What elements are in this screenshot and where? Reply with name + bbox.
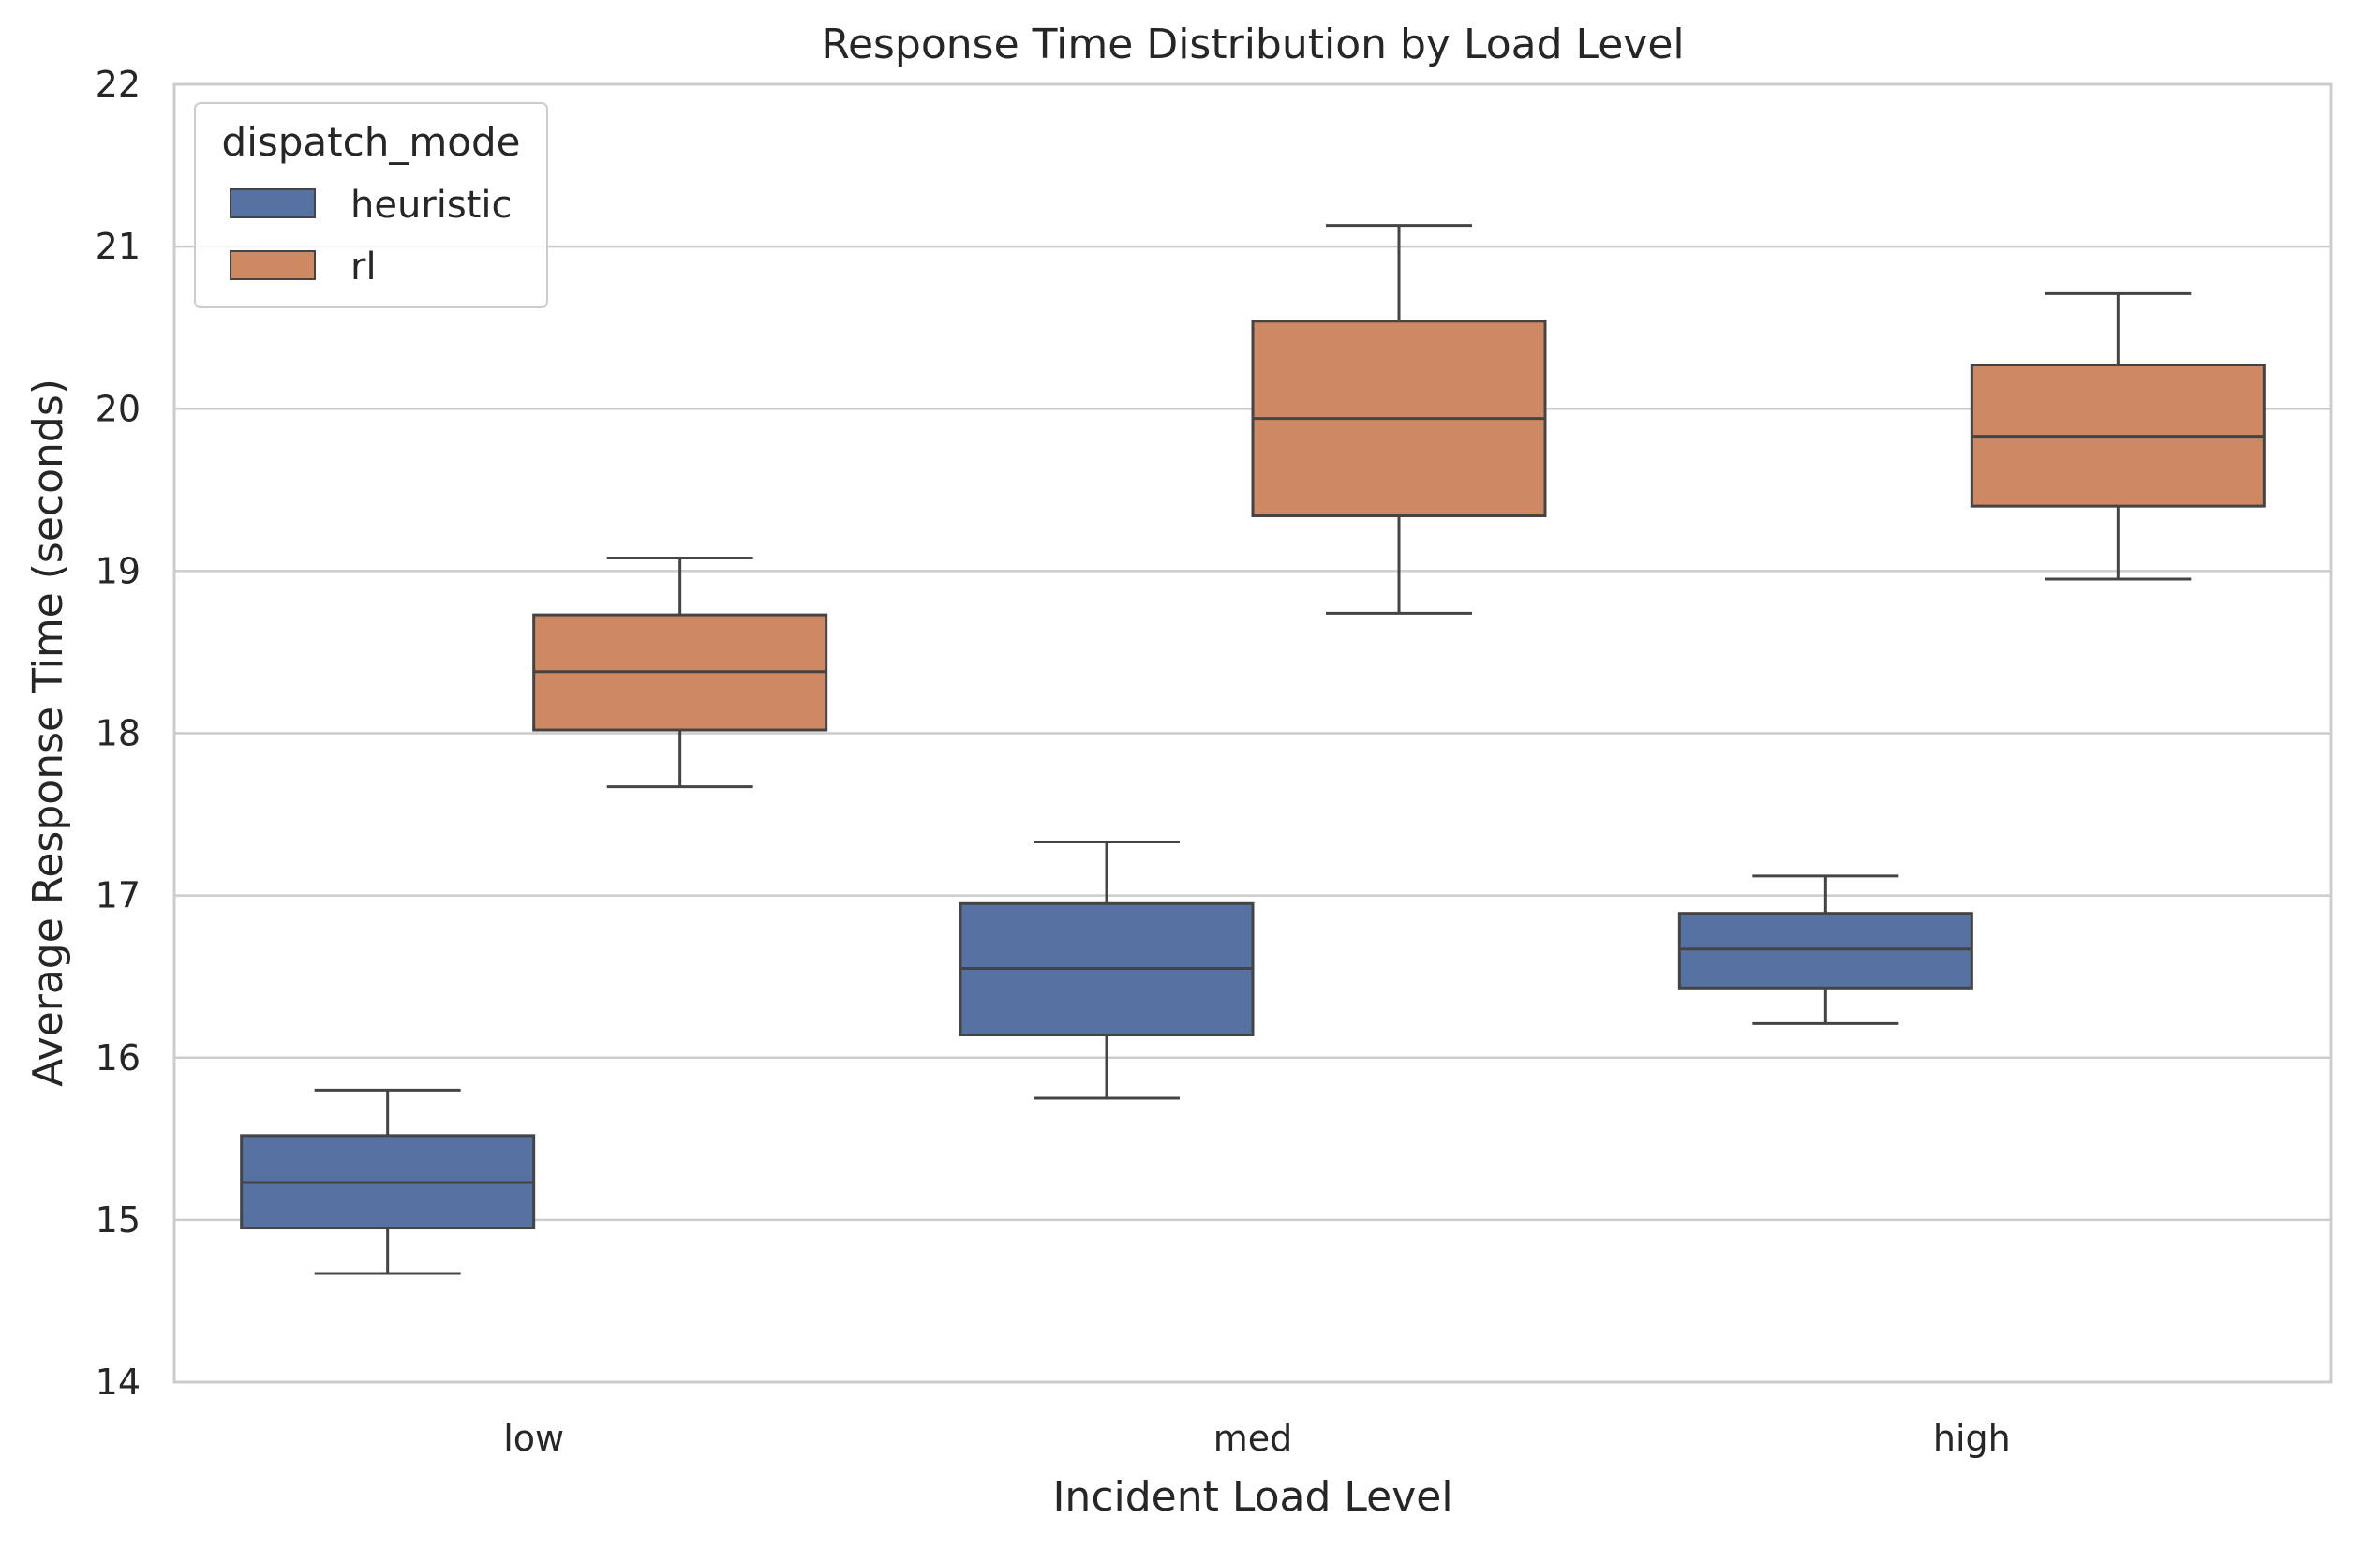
- y-tick-label: 21: [96, 226, 141, 267]
- box-heuristic-med: [959, 840, 1255, 1100]
- x-tick-label: low: [503, 1418, 564, 1459]
- y-tick-label: 15: [96, 1199, 141, 1241]
- legend-swatch-rl: [230, 250, 316, 280]
- y-tick-label: 14: [96, 1362, 141, 1403]
- x-axis-title: Incident Load Level: [1052, 1473, 1452, 1521]
- y-tick-label: 16: [96, 1037, 141, 1079]
- plot-frame: [172, 82, 2333, 1384]
- y-axis-title: Average Response Time (seconds): [24, 379, 72, 1087]
- legend-title: dispatch_mode: [222, 119, 521, 165]
- box-rl-low: [532, 557, 828, 789]
- box-rl-med: [1251, 224, 1547, 615]
- y-tick-label: 19: [96, 550, 141, 591]
- legend: dispatch_mode heuristic rl: [194, 102, 548, 308]
- y-tick-label: 22: [96, 64, 141, 105]
- x-tick-label: high: [1933, 1418, 2011, 1459]
- box-heuristic-low: [240, 1088, 536, 1275]
- box-rl-high: [1970, 291, 2266, 581]
- y-tick-label: 20: [96, 388, 141, 429]
- chart-title: Response Time Distribution by Load Level: [821, 21, 1684, 68]
- y-axis-ticks: 14 15 16 17 18 19 20 21 22: [96, 64, 141, 1403]
- y-tick-label: 17: [96, 875, 141, 916]
- x-tick-label: med: [1213, 1418, 1293, 1459]
- box-plot-marks: [240, 224, 2266, 1275]
- legend-label-rl: rl: [350, 246, 377, 289]
- y-tick-label: 18: [96, 713, 141, 754]
- legend-label-heuristic: heuristic: [350, 184, 513, 227]
- box-heuristic-high: [1677, 874, 1973, 1025]
- x-axis-ticks: low med high: [503, 1418, 2011, 1459]
- legend-swatch-heuristic: [230, 188, 316, 218]
- box-iqr: [1677, 912, 1973, 990]
